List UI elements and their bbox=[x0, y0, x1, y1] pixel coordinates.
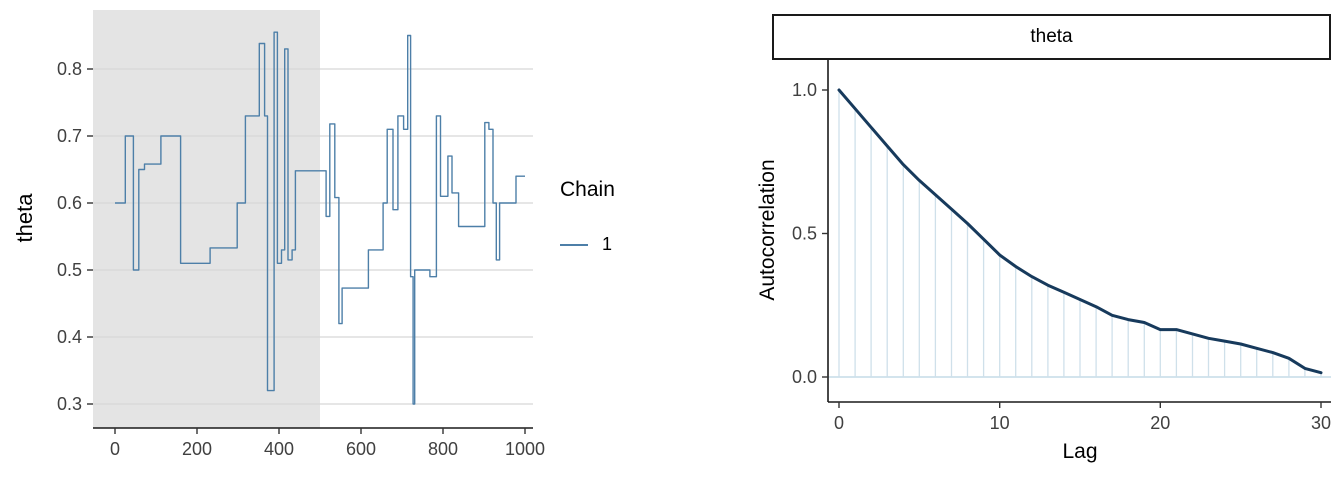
acf-plot-panel: theta Autocorrelation Lag 0 10 20 30 0.0 0.5 1… bbox=[755, 0, 1344, 480]
x-tick-label: 200 bbox=[182, 439, 212, 459]
warmup-region bbox=[93, 10, 320, 428]
x-tick-label: 0 bbox=[834, 413, 844, 433]
acf-line bbox=[837, 88, 1323, 375]
x-tick-label: 30 bbox=[1311, 413, 1331, 433]
legend-entry-chain-1: 1 bbox=[560, 234, 615, 255]
x-tick-label: 10 bbox=[990, 413, 1010, 433]
trace-plot-panel: theta 0 200 400 600 800 1000 0.3 0.4 0.5 0.6 0.7 0.… bbox=[0, 0, 660, 480]
acf-x-axis-title: Lag bbox=[1062, 440, 1098, 463]
x-tick-label: 1000 bbox=[505, 439, 545, 459]
chain-legend: Chain 1 bbox=[560, 178, 615, 255]
y-tick-label: 0.0 bbox=[792, 367, 817, 387]
trace-line bbox=[115, 31, 525, 405]
facet-strip: theta bbox=[772, 14, 1331, 60]
y-tick-label: 0.8 bbox=[57, 59, 82, 79]
x-tick-label: 400 bbox=[264, 439, 294, 459]
y-tick-label: 0.7 bbox=[57, 126, 82, 146]
legend-entry-label: 1 bbox=[602, 234, 613, 254]
facet-strip-label: theta bbox=[1030, 26, 1073, 47]
y-tick-label: 0.3 bbox=[57, 394, 82, 414]
y-tick-label: 0.4 bbox=[57, 327, 82, 347]
y-tick-label: 0.6 bbox=[57, 193, 82, 213]
y-tick-label: 1.0 bbox=[792, 80, 817, 100]
trace-plot-svg: 0 200 400 600 800 1000 0.3 0.4 0.5 0.6 0.7 0.8 bbox=[57, 10, 545, 459]
legend-title: Chain bbox=[560, 178, 615, 201]
x-tick-label: 800 bbox=[428, 439, 458, 459]
acf-plot-svg: 0 10 20 30 0.0 0.5 1.0 bbox=[792, 60, 1331, 433]
x-tick-label: 20 bbox=[1150, 413, 1170, 433]
legend-line-icon bbox=[560, 243, 588, 246]
y-tick-label: 0.5 bbox=[57, 260, 82, 280]
y-tick-label: 0.5 bbox=[792, 224, 817, 244]
x-tick-label: 600 bbox=[346, 439, 376, 459]
x-tick-label: 0 bbox=[110, 439, 120, 459]
